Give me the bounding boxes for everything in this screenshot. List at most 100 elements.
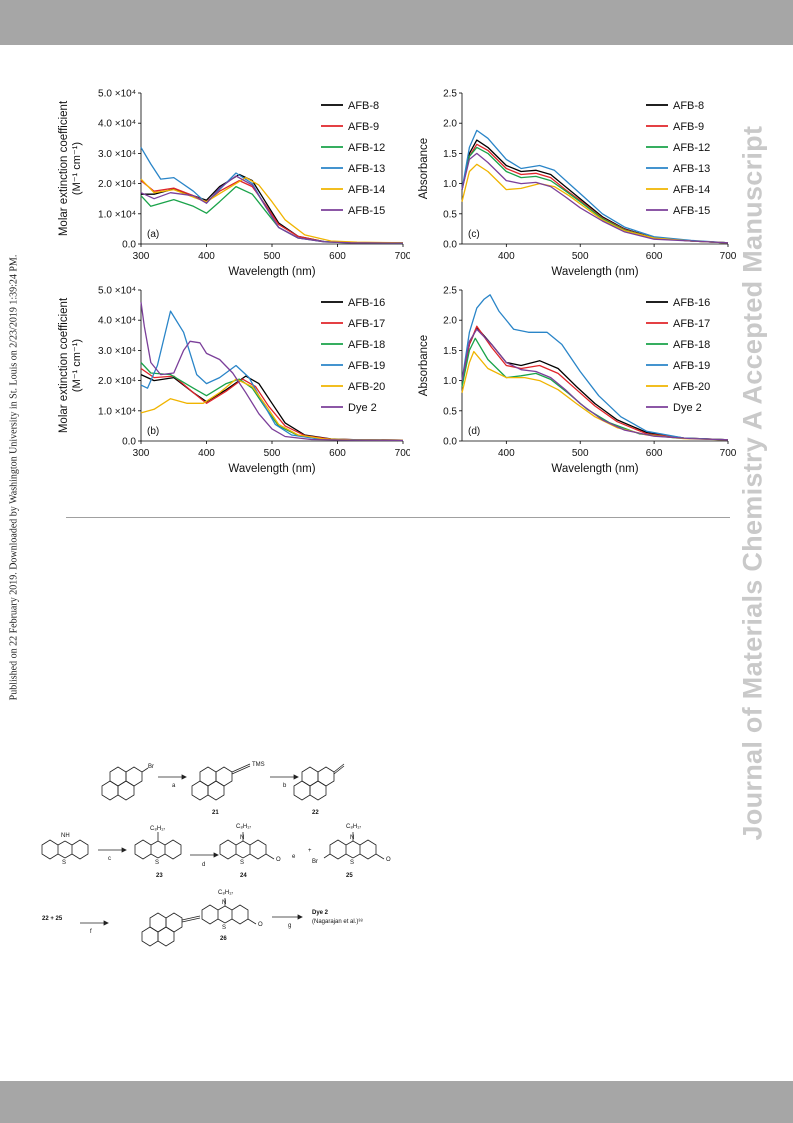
legend-label: AFB-9 [673,121,704,133]
phenothiazine-structure [41,839,89,860]
o-label-25: O [386,857,391,863]
x-tick-label: 400 [498,251,515,262]
y-axis-label: Absorbance [418,335,430,396]
s-label-23: S [155,860,159,866]
y-axis-label: Absorbance [418,138,430,199]
y-tick-label: 0.5 [443,406,457,417]
y-tick-label: 1.0 [443,376,457,387]
legend-label: AFB-16 [348,297,385,309]
n-label-25: N [350,835,354,841]
y-tick-label: 5.0 ×10⁴ [98,89,136,100]
x-tick-label: 500 [264,251,281,262]
c8h17-label-23: C₈H₁₇ [150,826,165,832]
legend-label: AFB-14 [348,184,385,196]
tms-label: TMS [252,762,265,768]
synthesis-scheme: Br a TMS 21 b 22 [41,762,391,947]
x-tick-label: 700 [395,251,410,262]
series-line-afb-13 [461,129,729,244]
series-line-afb-14 [140,176,404,244]
compound-24-structure [219,832,275,860]
series-line-dye-2 [461,328,729,441]
x-tick-label: 700 [720,448,737,459]
legend-label: AFB-8 [348,100,379,112]
panel-label: (a) [147,229,159,240]
compound-22-structure [293,763,345,801]
legend-label: AFB-19 [348,360,385,372]
publication-note: Published on 22 February 2019. Downloade… [8,254,20,701]
legend-label: AFB-17 [673,318,710,330]
x-tick-label: 600 [329,251,346,262]
y-tick-label: 2.0 [443,119,457,130]
legend-label: AFB-12 [348,142,385,154]
y-tick-label: 4.0 ×10⁴ [98,316,136,327]
legend-label: AFB-9 [348,121,379,133]
chart-panel-c: 0.0 0.5 1.0 1.5 2.0 2.5 400 500 600 700 Wavelength… [418,89,737,279]
legend-label: AFB-19 [673,360,710,372]
panel-label: (d) [468,426,480,437]
series-line-afb-15 [461,152,729,244]
c8h17-label-24: C₈H₁₇ [236,824,251,830]
x-tick-label: 400 [198,448,215,459]
chart-panel-a: 0.0 1.0 ×10⁴ 2.0 ×10⁴ 3.0 ×10⁴ 4.0 ×10⁴ 5.0 ×… [58,89,410,279]
legend-label: AFB-13 [348,163,385,175]
x-tick-label: 300 [133,448,150,459]
x-axis-label: Wavelength (nm) [551,463,638,475]
y-axis-unit: (M⁻¹ cm⁻¹) [71,142,83,195]
legend-label: AFB-18 [673,339,710,351]
legend-label: AFB-15 [673,205,710,217]
y-tick-label: 1.0 ×10⁴ [98,406,136,417]
compound-26-label: 26 [220,936,227,942]
compound-21-structure [191,763,251,801]
series-line-afb-20 [140,378,404,441]
legend-label: AFB-8 [673,100,704,112]
compound-24-label: 24 [240,873,247,879]
chart-panel-b: 0.0 1.0 ×10⁴ 2.0 ×10⁴ 3.0 ×10⁴ 4.0 ×10⁴ 5.0 ×… [58,286,410,476]
chart-panel-d: 0.0 0.5 1.0 1.5 2.0 2.5 400 500 600 700 Wavelength… [418,286,737,476]
legend-label: AFB-18 [348,339,385,351]
n-label-24: N [240,835,244,841]
y-tick-label: 0.5 [443,209,457,220]
panel-label: (c) [468,229,480,240]
y-tick-label: 2.0 ×10⁴ [98,179,136,190]
n-label-26: N [222,900,226,906]
compound-25-label: 25 [346,873,353,879]
compound-21-label: 21 [212,810,219,816]
x-tick-label: 600 [329,448,346,459]
legend-label: AFB-16 [673,297,710,309]
y-tick-label: 0.0 [443,240,457,251]
compound-25-structure [323,832,385,860]
step-g-label: g [288,923,291,929]
scheme-row-2 [41,832,385,860]
nh-label: NH [61,833,70,839]
y-tick-label: 0.0 [122,240,136,251]
series-line-afb-15 [140,175,404,244]
x-tick-label: 700 [720,251,737,262]
x-axis-label: Wavelength (nm) [228,266,315,278]
x-tick-label: 600 [646,251,663,262]
br-label-25: Br [312,859,318,865]
legend-label: Dye 2 [348,402,377,414]
pyrene-bromide-structure [101,766,149,801]
series-line-afb-19 [140,310,404,441]
legend-label: AFB-14 [673,184,710,196]
x-tick-label: 400 [198,251,215,262]
reference-label: (Nagarajan et al.)³⁸ [312,918,363,925]
step-d-label: d [202,862,205,868]
y-tick-label: 0.0 [122,437,136,448]
dye-2-label: Dye 2 [312,910,329,916]
y-axis-label: Molar extinction coefficient [58,297,70,433]
x-tick-label: 700 [395,448,410,459]
series-line-afb-17 [461,325,729,441]
header-bar [0,0,793,45]
s-label-24: S [240,860,244,866]
footer-bar [0,1081,793,1123]
journal-watermark: Journal of Materials Chemistry A Accepte… [737,125,768,841]
s-label-25: S [350,860,354,866]
y-axis-label: Molar extinction coefficient [58,100,70,236]
y-tick-label: 1.0 [443,179,457,190]
step-c-label: c [108,856,111,862]
step-a-label: a [172,783,176,789]
y-tick-label: 2.5 [443,89,457,100]
reactants-label: 22 + 25 [42,916,63,922]
s-label-26: S [222,925,226,931]
